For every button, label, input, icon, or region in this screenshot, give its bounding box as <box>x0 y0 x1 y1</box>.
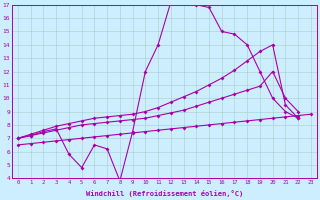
X-axis label: Windchill (Refroidissement éolien,°C): Windchill (Refroidissement éolien,°C) <box>86 190 243 197</box>
